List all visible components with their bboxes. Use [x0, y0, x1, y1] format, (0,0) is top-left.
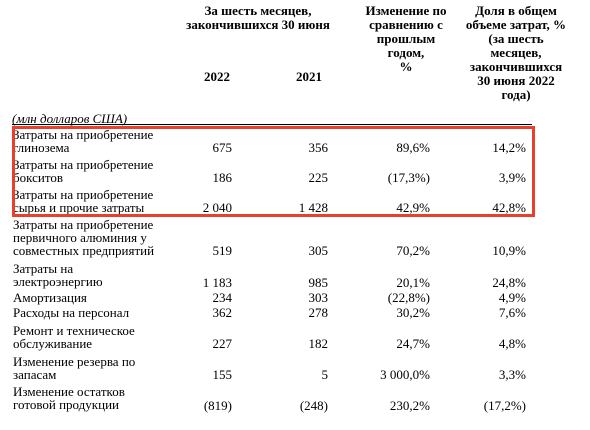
change-value: 230,2% — [389, 398, 430, 413]
value-2022: (819) — [203, 398, 232, 413]
share-value: 24,8% — [492, 275, 526, 290]
change-value: 24,7% — [396, 336, 430, 351]
share-value: 42,8% — [492, 200, 526, 215]
value-2021: 5 — [321, 367, 329, 382]
value-2021: (248) — [299, 398, 328, 413]
change-value: 3 000,0% — [380, 367, 430, 382]
units-label: (млн долларов США) — [12, 111, 128, 126]
header-divider — [12, 124, 532, 125]
value-2021: 278 — [308, 305, 329, 320]
row-label: Ремонт и техническое обслуживание — [13, 323, 135, 351]
share-value: 10,9% — [492, 243, 526, 258]
period-header: За шесть месяцев, закончившихся 30 июня — [186, 3, 330, 32]
value-2022: 186 — [212, 170, 233, 185]
value-2022: 2 040 — [202, 200, 232, 215]
value-2021: 356 — [308, 140, 329, 155]
value-2022: 227 — [212, 336, 233, 351]
value-2022: 1 183 — [202, 275, 232, 290]
change-value: 30,2% — [396, 305, 430, 320]
value-2022: 234 — [212, 290, 233, 305]
year-2022-header: 2022 — [204, 69, 230, 84]
share-value: 14,2% — [492, 140, 526, 155]
share-header: Доля в общем объеме затрат, % (за шесть … — [465, 3, 567, 102]
value-2021: 303 — [308, 290, 329, 305]
change-value: (22,8%) — [387, 290, 430, 305]
change-value: (17,3%) — [387, 170, 430, 185]
row-label: Затраты на приобретение глинозема — [13, 127, 154, 155]
value-2021: 1 428 — [298, 200, 328, 215]
value-2022: 519 — [212, 243, 233, 258]
row-label: Изменение резерва по запасам — [13, 354, 136, 382]
value-2022: 675 — [212, 140, 233, 155]
row-label: Затраты на приобретение первичного алюми… — [13, 217, 155, 258]
highlight-box — [12, 126, 535, 217]
change-value: 70,2% — [396, 243, 430, 258]
row-label: Амортизация — [13, 290, 87, 305]
change-value: 42,9% — [396, 200, 430, 215]
value-2021: 985 — [308, 275, 329, 290]
share-value: (17,2%) — [483, 398, 526, 413]
row-label: Затраты на приобретение сырья и прочие з… — [13, 187, 154, 215]
change-value: 20,1% — [396, 275, 430, 290]
change-value: 89,6% — [396, 140, 430, 155]
value-2022: 155 — [212, 367, 233, 382]
share-value: 4,8% — [498, 336, 526, 351]
row-label: Расходы на персонал — [13, 305, 130, 320]
share-value: 3,3% — [498, 367, 526, 382]
row-label: Затраты на электроэнергию — [13, 261, 103, 289]
share-value: 4,9% — [498, 290, 526, 305]
row-label: Затраты на приобретение бокситов — [13, 157, 154, 185]
value-2021: 305 — [308, 243, 329, 258]
change-header: Изменение по сравнению с прошлым годом, … — [365, 3, 447, 74]
year-2021-header: 2021 — [296, 69, 322, 84]
share-value: 7,6% — [498, 305, 526, 320]
value-2022: 362 — [212, 305, 233, 320]
row-label: Изменение остатков готовой продукции — [13, 384, 125, 412]
share-value: 3,9% — [498, 170, 526, 185]
value-2021: 225 — [308, 170, 329, 185]
value-2021: 182 — [308, 336, 329, 351]
